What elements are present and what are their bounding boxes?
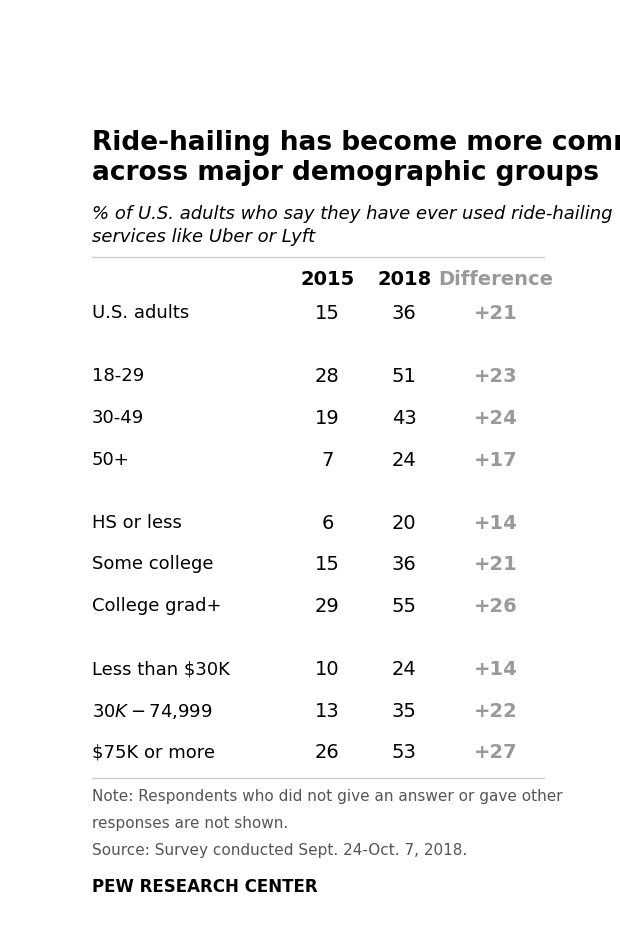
Text: 36: 36 bbox=[392, 304, 417, 323]
Text: 2018: 2018 bbox=[377, 269, 432, 289]
Text: Note: Respondents who did not give an answer or gave other: Note: Respondents who did not give an an… bbox=[92, 788, 562, 803]
Text: +24: +24 bbox=[474, 409, 518, 428]
Text: 26: 26 bbox=[315, 744, 340, 762]
Text: Ride-hailing has become more common
across major demographic groups: Ride-hailing has become more common acro… bbox=[92, 130, 620, 185]
Text: $30K-$74,999: $30K-$74,999 bbox=[92, 702, 213, 720]
Text: Less than $30K: Less than $30K bbox=[92, 660, 230, 678]
Text: 24: 24 bbox=[392, 450, 417, 470]
Text: HS or less: HS or less bbox=[92, 514, 182, 532]
Text: +26: +26 bbox=[474, 597, 518, 616]
Text: 2015: 2015 bbox=[300, 269, 355, 289]
Text: Some college: Some college bbox=[92, 555, 213, 573]
Text: 15: 15 bbox=[315, 555, 340, 574]
Text: 19: 19 bbox=[315, 409, 340, 428]
Text: 24: 24 bbox=[392, 660, 417, 679]
Text: 20: 20 bbox=[392, 514, 417, 533]
Text: +14: +14 bbox=[474, 660, 518, 679]
Text: $75K or more: $75K or more bbox=[92, 744, 215, 761]
Text: +27: +27 bbox=[474, 744, 517, 762]
Text: 15: 15 bbox=[315, 304, 340, 323]
Text: 53: 53 bbox=[392, 744, 417, 762]
Text: +21: +21 bbox=[474, 304, 518, 323]
Text: 29: 29 bbox=[315, 597, 340, 616]
Text: responses are not shown.: responses are not shown. bbox=[92, 816, 288, 830]
Text: 6: 6 bbox=[321, 514, 334, 533]
Text: 30-49: 30-49 bbox=[92, 409, 144, 427]
Text: +22: +22 bbox=[474, 702, 518, 720]
Text: PEW RESEARCH CENTER: PEW RESEARCH CENTER bbox=[92, 878, 317, 896]
Text: Difference: Difference bbox=[438, 269, 553, 289]
Text: 28: 28 bbox=[315, 367, 340, 387]
Text: +23: +23 bbox=[474, 367, 517, 387]
Text: +17: +17 bbox=[474, 450, 517, 470]
Text: 10: 10 bbox=[315, 660, 340, 679]
Text: % of U.S. adults who say they have ever used ride-hailing
services like Uber or : % of U.S. adults who say they have ever … bbox=[92, 205, 613, 246]
Text: U.S. adults: U.S. adults bbox=[92, 304, 189, 322]
Text: 18-29: 18-29 bbox=[92, 367, 144, 385]
Text: 55: 55 bbox=[392, 597, 417, 616]
Text: College grad+: College grad+ bbox=[92, 597, 221, 615]
Text: Source: Survey conducted Sept. 24-Oct. 7, 2018.: Source: Survey conducted Sept. 24-Oct. 7… bbox=[92, 843, 467, 858]
Text: 36: 36 bbox=[392, 555, 417, 574]
Text: 50+: 50+ bbox=[92, 450, 130, 469]
Text: 7: 7 bbox=[321, 450, 334, 470]
Text: 43: 43 bbox=[392, 409, 417, 428]
Text: 13: 13 bbox=[315, 702, 340, 720]
Text: 35: 35 bbox=[392, 702, 417, 720]
Text: +14: +14 bbox=[474, 514, 518, 533]
Text: 51: 51 bbox=[392, 367, 417, 387]
Text: +21: +21 bbox=[474, 555, 518, 574]
